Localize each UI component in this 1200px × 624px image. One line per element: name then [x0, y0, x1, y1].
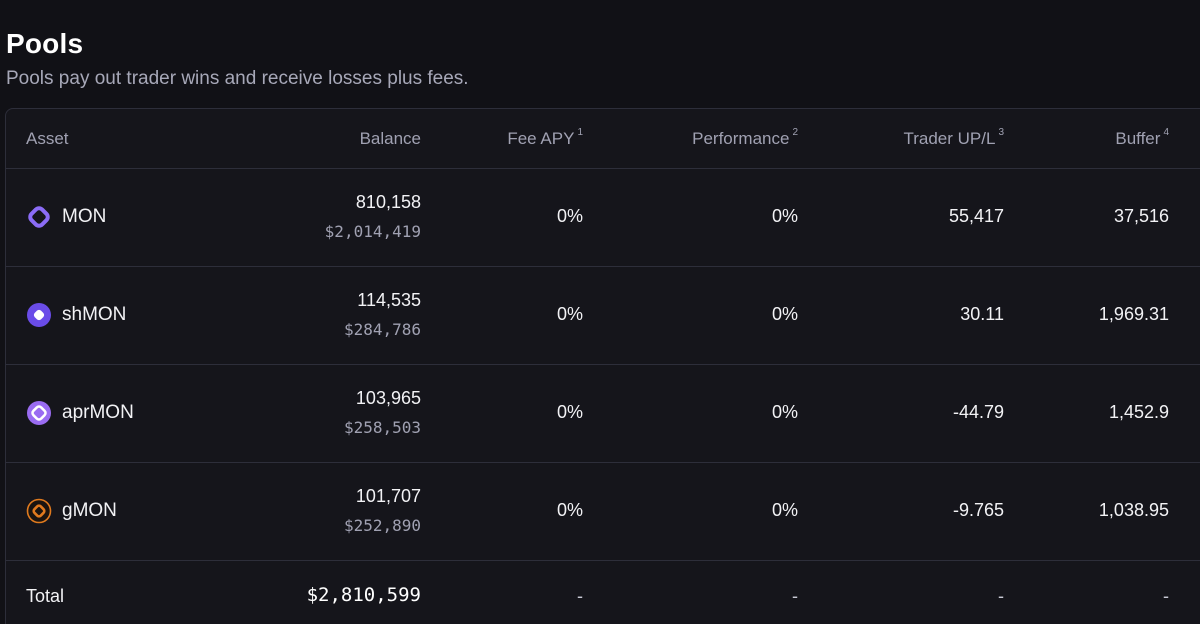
performance-value: 0%	[771, 304, 798, 324]
fee-apy-value: 0%	[556, 206, 583, 226]
footnote-marker: 3	[998, 127, 1004, 138]
table-header-row: Asset Balance Fee APY 1 Performance 2 Trad…	[6, 109, 1200, 169]
asset-cell: MON	[26, 204, 106, 230]
mon-icon	[26, 204, 52, 230]
asset-name: gMON	[62, 500, 117, 521]
balance-usd: $284,786	[343, 320, 421, 339]
trader-upl-value: -44.79	[952, 402, 1004, 422]
buffer-value: 1,452.9	[1108, 402, 1169, 422]
total-fee-apy: -	[577, 586, 583, 606]
page-subtitle: Pools pay out trader wins and receive lo…	[6, 68, 469, 89]
balance-usd: $252,890	[343, 516, 421, 535]
column-header-fee-apy[interactable]: Fee APY 1	[507, 127, 583, 148]
footnote-marker: 4	[1163, 127, 1169, 138]
asset-name: MON	[62, 206, 107, 227]
balance-amount: 114,535	[357, 290, 421, 310]
gmon-icon	[26, 498, 52, 524]
aprmon-icon	[26, 400, 52, 426]
trader-upl-value: -9.765	[952, 500, 1004, 520]
total-balance: $2,810,599	[306, 584, 421, 606]
table-row[interactable]: MON 810,158 $2,014,419 0% 0% 55,417 37,5…	[6, 168, 1200, 267]
fee-apy-value: 0%	[556, 500, 583, 520]
total-row: Total $2,810,599 - - - -	[6, 560, 1200, 624]
column-header-trader-upl[interactable]: Trader UP/L 3	[903, 127, 1004, 148]
performance-value: 0%	[771, 500, 798, 520]
buffer-value: 37,516	[1113, 206, 1169, 226]
asset-name: shMON	[62, 304, 127, 325]
fee-apy-value: 0%	[556, 402, 583, 422]
table-row[interactable]: shMON 114,535 $284,786 0% 0% 30.11 1,969…	[6, 266, 1200, 365]
total-buffer: -	[1163, 586, 1169, 606]
page-title: Pools	[6, 28, 84, 59]
column-header-performance[interactable]: Performance 2	[692, 127, 798, 148]
performance-value: 0%	[771, 206, 798, 226]
shmon-icon	[26, 302, 52, 328]
balance-usd: $2,014,419	[324, 222, 421, 241]
total-label: Total	[26, 586, 65, 606]
performance-value: 0%	[771, 402, 798, 422]
total-performance: -	[792, 586, 798, 606]
balance-usd: $258,503	[343, 418, 421, 437]
balance-amount: 101,707	[355, 486, 421, 506]
asset-cell: gMON	[26, 498, 117, 524]
total-trader-upl: -	[998, 586, 1004, 606]
trader-upl-value: 30.11	[960, 304, 1004, 324]
pools-table: Asset Balance Fee APY 1 Performance 2 Trad…	[5, 108, 1200, 624]
balance-amount: 810,158	[355, 192, 421, 212]
trader-upl-value: 55,417	[948, 206, 1004, 226]
footnote-marker: 1	[577, 127, 583, 138]
table-row[interactable]: gMON 101,707 $252,890 0% 0% -9.765 1,038…	[6, 462, 1200, 561]
balance-amount: 103,965	[355, 388, 421, 408]
buffer-value: 1,038.95	[1098, 500, 1169, 520]
buffer-value: 1,969.31	[1098, 304, 1169, 324]
asset-cell: aprMON	[26, 400, 134, 426]
column-header-buffer[interactable]: Buffer 4	[1115, 127, 1169, 148]
asset-cell: shMON	[26, 302, 126, 328]
fee-apy-value: 0%	[556, 304, 583, 324]
column-header-balance: Balance	[359, 129, 421, 148]
asset-name: aprMON	[62, 402, 134, 423]
column-header-asset: Asset	[26, 129, 69, 148]
table-row[interactable]: aprMON 103,965 $258,503 0% 0% -44.79 1,4…	[6, 364, 1200, 463]
footnote-marker: 2	[792, 127, 798, 138]
